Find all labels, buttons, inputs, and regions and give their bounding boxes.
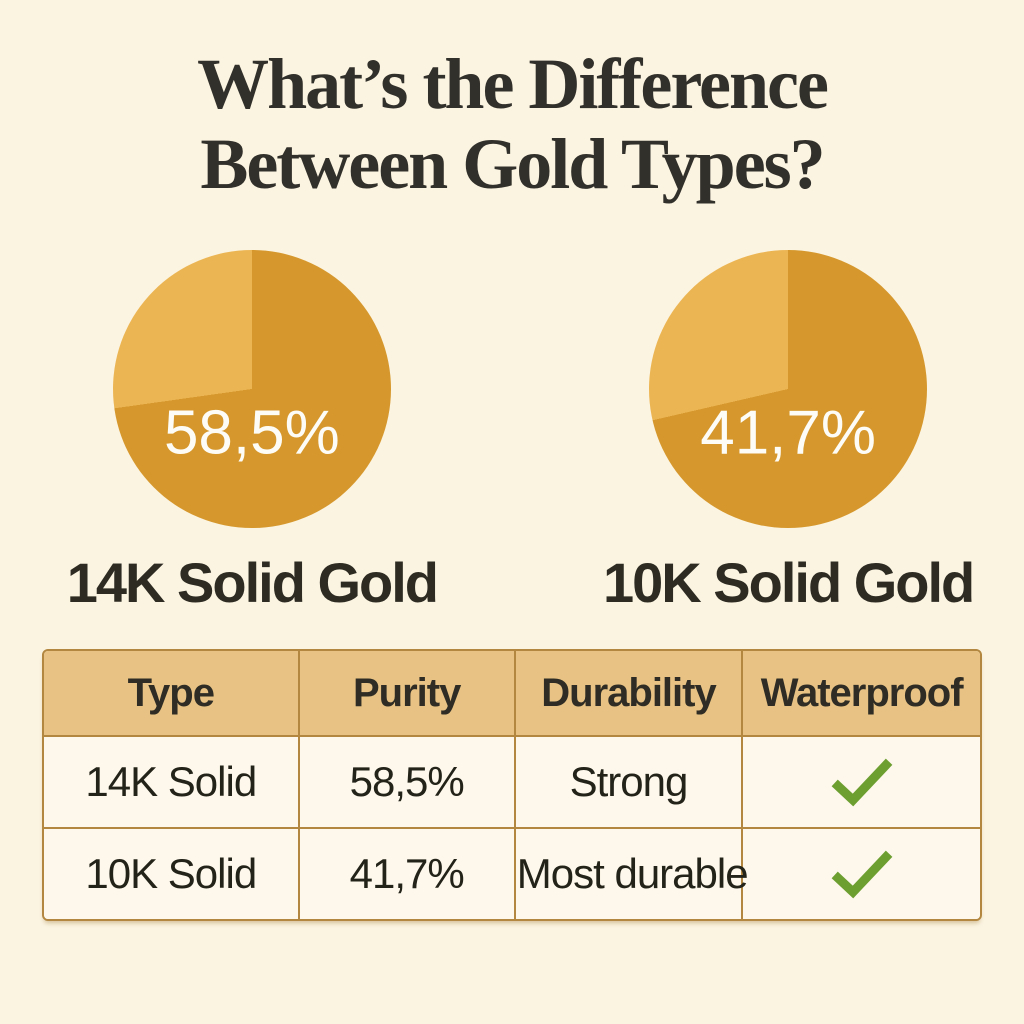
pie-chart-10k: 41,7% 10K Solid Gold xyxy=(603,250,975,615)
gold-types-table: Type Purity Durability Waterproof 14K So… xyxy=(44,651,980,919)
pie-chart-14k: 58,5% 14K Solid Gold xyxy=(66,250,439,615)
cell-type-10k: 10K Solid xyxy=(44,828,300,919)
column-header-durability: Durability xyxy=(514,651,744,737)
table-row-14k: 14K Solid 58,5% Strong xyxy=(44,736,980,829)
column-header-type: Type xyxy=(44,651,300,737)
check-icon xyxy=(831,850,892,899)
column-header-waterproof: Waterproof xyxy=(742,651,980,737)
title-line-2: Between Gold Types? xyxy=(200,124,825,204)
pie-10k-caption: 10K Solid Gold xyxy=(603,551,975,614)
cell-purity-10k: 41,7% xyxy=(298,828,516,919)
cell-waterproof-14k xyxy=(742,736,980,829)
page-title: What’s the Difference Between Gold Types… xyxy=(0,44,1024,204)
pie-14k-caption: 14K Solid Gold xyxy=(66,551,439,614)
title-line-1: What’s the Difference xyxy=(197,44,829,124)
cell-durability-10k: Most durable xyxy=(514,828,749,919)
pie-14k: 58,5% xyxy=(112,250,391,528)
cell-purity-14k: 58,5% xyxy=(298,736,516,829)
cell-waterproof-10k xyxy=(742,828,980,919)
pie-10k-value-label: 41,7% xyxy=(700,398,877,468)
pie-charts-row: 58,5% 14K Solid Gold 41,7% 10K Solid Gol… xyxy=(0,250,1024,615)
column-header-purity: Purity xyxy=(298,651,516,737)
cell-durability-14k: Strong xyxy=(514,736,744,829)
table-header-row: Type Purity Durability Waterproof xyxy=(44,651,980,737)
check-icon xyxy=(831,758,892,807)
comparison-table: Type Purity Durability Waterproof 14K So… xyxy=(42,649,982,921)
cell-type-14k: 14K Solid xyxy=(44,736,300,829)
table-row-10k: 10K Solid 41,7% Most durable xyxy=(44,828,980,919)
pie-14k-value-label: 58,5% xyxy=(163,398,340,468)
pie-10k: 41,7% xyxy=(649,250,928,528)
